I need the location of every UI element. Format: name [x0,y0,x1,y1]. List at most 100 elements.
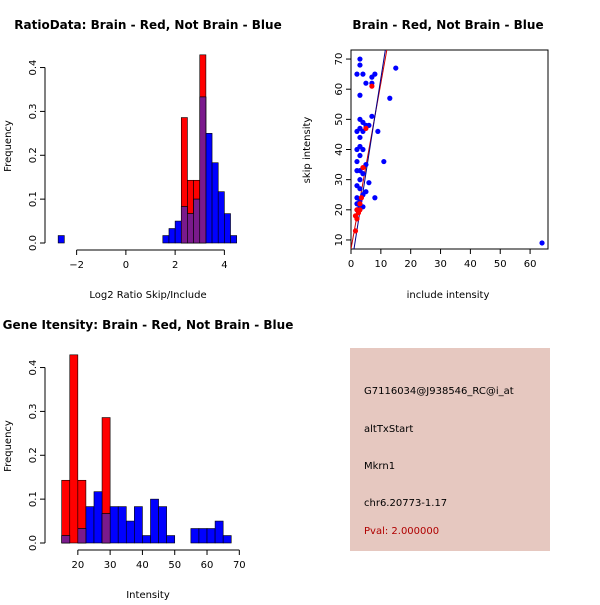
not-brain-point [357,56,363,62]
x-tick-label: 20 [71,560,84,571]
probe-id: G7116034@J938546_RC@i_at [364,386,514,397]
brain-point [354,207,360,213]
not-brain-bar [57,235,65,244]
x-tick-label: 30 [104,560,117,571]
not-brain-point [357,92,363,98]
y-tick-label: 60 [334,83,345,96]
overlap-bar [193,198,201,244]
not-brain-bar [166,535,176,544]
gene-name: Mkrn1 [364,461,396,472]
not-brain-bar [168,228,176,244]
not-brain-bar [158,506,167,544]
brain-point [354,216,360,222]
x-tick-label: 0 [123,260,129,271]
not-brain-bar [217,191,225,244]
ratio-histogram-title: RatioData: Brain - Red, Not Brain - Blue [14,18,281,32]
not-brain-bar [117,506,127,544]
not-brain-bar [214,520,224,544]
brain-point [369,83,375,89]
y-tick-label: 0.0 [28,235,39,251]
x-tick-label: 20 [404,259,417,270]
y-tick-label: 0.3 [28,103,39,119]
not-brain-bar [162,235,170,244]
not-brain-point [360,71,366,77]
not-brain-bar [134,506,143,544]
x-tick-label: 40 [136,560,149,571]
not-brain-bar [205,133,213,244]
not-brain-point [360,171,366,177]
y-tick-label: 50 [334,113,345,126]
not-brain-bar [142,535,151,544]
not-brain-bar [93,491,103,544]
not-brain-point [372,71,378,77]
x-tick-label: 10 [374,259,387,270]
not-brain-point [363,80,369,86]
intensity-scatter-xlabel: include intensity [407,290,490,301]
intensity-scatter-ylabel: skip intensity [302,117,313,184]
x-tick-label: 2 [172,260,178,271]
not-brain-point [357,177,363,183]
x-tick-label: 50 [168,560,181,571]
overlap-bar [180,206,188,244]
y-tick-label: 40 [334,143,345,156]
not-brain-point [357,152,363,159]
not-brain-point [357,62,363,68]
y-tick-label: 30 [334,173,345,186]
not-brain-bar [85,506,95,544]
not-brain-bar [190,528,200,544]
y-tick-label: 0.4 [28,360,39,376]
y-tick-label: 0.1 [28,191,39,207]
not-brain-bar [109,506,119,544]
brain-bar [69,354,79,544]
ratio-histogram-xlabel: Log2 Ratio Skip/Include [89,290,206,301]
x-tick-label: 70 [233,560,246,571]
gene-intensity-title: Gene Itensity: Brain - Red, Not Brain - … [3,318,294,332]
y-tick-label: 0.2 [28,147,39,163]
y-tick-label: 0.3 [28,403,39,419]
gene-intensity-xlabel: Intensity [126,590,170,600]
not-brain-point [357,186,363,192]
brain-point [358,195,365,201]
overlap-bar [101,513,111,544]
not-brain-point [375,128,381,135]
genomic-location: chr6.20773-1.17 [364,498,448,509]
not-brain-point [387,95,393,101]
ratio-histogram-ylabel: Frequency [3,120,14,172]
not-brain-bar [211,162,219,244]
x-tick-label: 60 [201,560,214,571]
not-brain-bar [230,235,237,244]
x-tick-label: −2 [69,260,84,271]
brain-point [360,164,366,171]
y-tick-label: 70 [334,53,345,66]
not-brain-bar [198,528,208,544]
not-brain-bar [206,528,216,544]
y-tick-label: 10 [334,234,345,247]
not-brain-point [354,71,360,77]
x-tick-label: 0 [348,259,354,270]
x-tick-label: 50 [494,259,507,270]
x-tick-label: 40 [464,259,477,270]
not-brain-bar [150,498,159,544]
not-brain-bar [222,535,232,544]
brain-point [363,125,369,131]
y-tick-label: 0.4 [28,60,39,76]
gene-intensity-histogram: Gene Itensity: Brain - Red, Not Brain - … [3,318,294,601]
not-brain-point [369,113,375,119]
not-brain-bar [224,213,231,244]
ratio-histogram: RatioData: Brain - Red, Not Brain - Blue… [3,18,282,301]
not-brain-bar [174,220,182,244]
gene-intensity-ylabel: Frequency [3,420,14,472]
y-tick-label: 0.0 [28,535,39,551]
fit-line [353,50,386,249]
overlap-bar [61,535,71,544]
not-brain-point [357,134,363,141]
x-tick-label: 4 [221,260,227,271]
not-brain-point [354,146,360,153]
not-brain-point [354,158,360,165]
x-tick-label: 60 [524,259,537,270]
not-brain-point [393,65,399,71]
not-brain-point [372,195,378,201]
not-brain-point [354,128,360,135]
